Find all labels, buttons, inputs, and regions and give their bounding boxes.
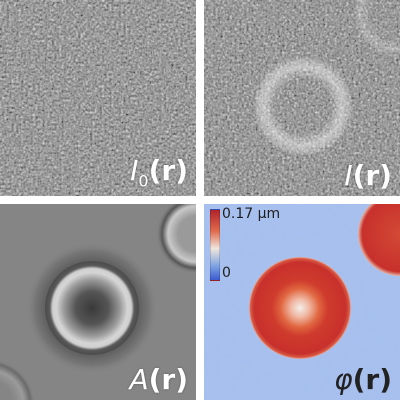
speckle-image-reference (0, 0, 196, 196)
colorbar-min-label: 0 (222, 265, 231, 281)
panel-phase: 0.17 μm 0 φ(r) (204, 204, 400, 400)
phase-colorbar (210, 209, 220, 281)
panel-intensity-reference: I0(r) (0, 0, 196, 196)
panel-label-i: I(r) (344, 159, 392, 192)
absorption-image (0, 204, 196, 400)
speckle-image-sample (204, 0, 400, 196)
phase-map-image (204, 204, 400, 400)
panel-label-phi: φ(r) (334, 363, 392, 396)
panel-label-a: A(r) (129, 363, 188, 396)
panel-label-i0: I0(r) (130, 154, 188, 191)
panel-intensity-sample: I(r) (204, 0, 400, 196)
panel-absorption: A(r) (0, 204, 196, 400)
colorbar-max-label: 0.17 μm (222, 206, 281, 222)
